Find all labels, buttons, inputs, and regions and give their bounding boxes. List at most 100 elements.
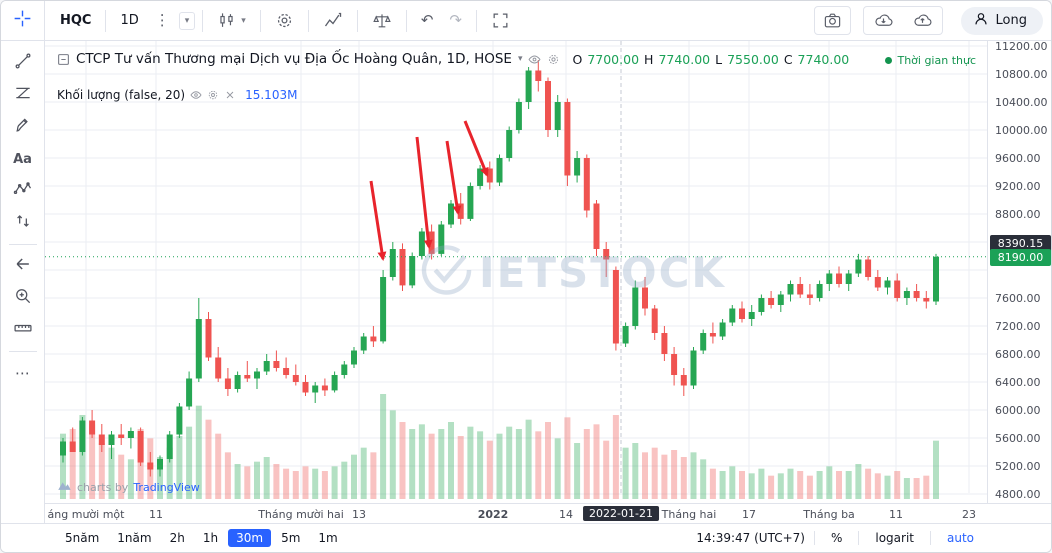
more-options-icon: ⋯ — [15, 364, 30, 382]
price-tick: 6400.00 — [995, 376, 1041, 389]
more-tools-button[interactable]: ⋯ — [6, 357, 40, 389]
range-button[interactable]: 2h — [169, 531, 185, 545]
toolbar-divider — [8, 244, 37, 245]
range-button[interactable]: 1h — [202, 531, 219, 545]
text-tool-icon: Aa — [13, 151, 32, 167]
arrow-left-icon — [13, 254, 33, 278]
close-label: C — [783, 51, 793, 67]
volume-series — [60, 394, 939, 499]
interval-button[interactable]: 1D — [113, 9, 145, 32]
low-value: 7550.00 — [727, 51, 779, 67]
toolbar-divider — [202, 9, 204, 32]
range-button[interactable]: 5m — [281, 531, 301, 545]
interval-dropdown-caret-icon[interactable]: ▾ — [178, 11, 196, 30]
gear-icon[interactable] — [207, 89, 219, 101]
time-tick: 14 — [559, 508, 573, 521]
close-icon[interactable] — [224, 89, 236, 101]
crosshair-tool[interactable] — [1, 1, 44, 41]
symbol-search-button[interactable]: HQC — [53, 9, 98, 32]
zoom-in-tool[interactable] — [6, 282, 40, 314]
redo-icon: ↷ — [449, 11, 462, 29]
percent-scale-button[interactable]: % — [830, 531, 843, 545]
price-tick: 10400.00 — [995, 96, 1048, 109]
chart-canvas[interactable] — [45, 41, 987, 503]
gear-icon — [275, 11, 294, 30]
symbol-label: HQC — [60, 13, 92, 28]
user-account-button[interactable]: Long — [960, 6, 1043, 35]
toolbar-divider — [475, 9, 477, 32]
settings-button[interactable] — [268, 7, 301, 34]
brush-tool[interactable] — [6, 111, 40, 143]
gear-icon[interactable] — [547, 53, 560, 66]
time-tick: 2022 — [477, 508, 509, 521]
ohlc-readout: O 7700.00 H 7740.00 L 7550.00 C 7740.00 — [572, 52, 849, 67]
price-tick: 5600.00 — [995, 432, 1041, 445]
chart-legend: CTCP Tư vấn Thương mại Dịch vụ Địa Ốc Ho… — [57, 51, 849, 102]
redo-button[interactable]: ↷ — [442, 9, 469, 32]
time-tick: Tháng mười hai — [258, 508, 344, 521]
volume-indicator-label[interactable]: Khối lượng (false, 20) — [57, 88, 186, 102]
pattern-tool[interactable] — [6, 175, 40, 207]
compare-button[interactable] — [365, 7, 399, 35]
text-tool[interactable]: Aa — [6, 143, 40, 175]
price-badge-dark: 8390.15 — [990, 234, 1051, 252]
measure-tool[interactable] — [6, 314, 40, 346]
toolbar-divider — [858, 531, 860, 545]
camera-icon — [823, 11, 842, 30]
price-tick: 6000.00 — [995, 404, 1041, 417]
tradingview-link[interactable]: TradingView — [133, 480, 200, 494]
measure-icon — [13, 318, 33, 342]
eye-icon[interactable] — [190, 89, 202, 101]
trend-line-tool[interactable] — [6, 47, 40, 79]
time-tick: 13 — [352, 508, 366, 521]
price-tick: 4800.00 — [995, 488, 1041, 501]
range-button[interactable]: 30m — [228, 529, 272, 547]
range-button[interactable]: 1m — [318, 531, 338, 545]
log-scale-button[interactable]: logarit — [875, 531, 914, 545]
chart-style-button[interactable]: ▾ — [210, 7, 253, 34]
remove-drawings-tool[interactable] — [6, 250, 40, 282]
indicators-icon — [323, 11, 343, 31]
fib-retracement-icon — [13, 83, 33, 107]
toolbar-divider — [405, 9, 407, 32]
auto-scale-button[interactable]: auto — [946, 531, 974, 545]
price-axis[interactable]: 8390.15 8190.00 11200.00 10800.00 10400.00… — [987, 40, 1051, 503]
bottom-toolbar: 5năm 1năm 2h 1h 30m 5m 1m 14:39:47 (UTC+… — [1, 523, 1051, 552]
indicators-button[interactable] — [316, 7, 350, 35]
fullscreen-button[interactable] — [484, 7, 517, 34]
price-tick: 10800.00 — [995, 68, 1048, 81]
tradingview-logo-icon — [57, 479, 72, 495]
fib-retracement-tool[interactable] — [6, 79, 40, 111]
time-axis[interactable]: 2022-01-21 áng mười một 11 Tháng mười hai 1… — [45, 503, 1051, 523]
price-tick: 9200.00 — [995, 180, 1041, 193]
eye-icon[interactable] — [528, 53, 541, 66]
time-tick: Tháng ba — [803, 508, 855, 521]
undo-button[interactable]: ↶ — [414, 9, 441, 32]
price-tick: 5200.00 — [995, 460, 1041, 473]
snapshot-button[interactable] — [813, 6, 851, 35]
clock-label[interactable]: 14:39:47 (UTC+7) — [696, 531, 805, 545]
range-button[interactable]: 5năm — [65, 531, 100, 545]
user-icon — [973, 11, 989, 31]
zoom-in-icon — [13, 286, 33, 310]
realtime-dot-icon — [885, 57, 893, 64]
load-layout-button[interactable] — [864, 7, 903, 34]
legend-collapse-icon[interactable] — [57, 53, 70, 66]
low-label: L — [715, 51, 723, 67]
chart-pane: IETSTOCK CTCP Tư vấn Thương mại Dịch vụ … — [45, 41, 987, 503]
drawing-toolbar: Aa ⋯ — [1, 1, 45, 523]
time-tick: 11 — [149, 508, 163, 521]
high-value: 7740.00 — [658, 51, 711, 67]
kebab-menu-icon[interactable]: ⋮ — [154, 11, 170, 29]
price-tick: 10000.00 — [995, 124, 1048, 137]
open-label: O — [572, 51, 583, 67]
grid-lines — [45, 41, 987, 495]
toolbar-divider — [8, 351, 37, 352]
price-tick: 11200.00 — [995, 40, 1048, 53]
chevron-down-icon[interactable]: ▾ — [517, 54, 523, 64]
forecast-tool[interactable] — [6, 207, 40, 239]
symbol-title[interactable]: CTCP Tư vấn Thương mại Dịch vụ Địa Ốc Ho… — [76, 51, 512, 67]
range-button[interactable]: 1năm — [117, 531, 152, 545]
save-layout-button[interactable] — [903, 7, 942, 34]
